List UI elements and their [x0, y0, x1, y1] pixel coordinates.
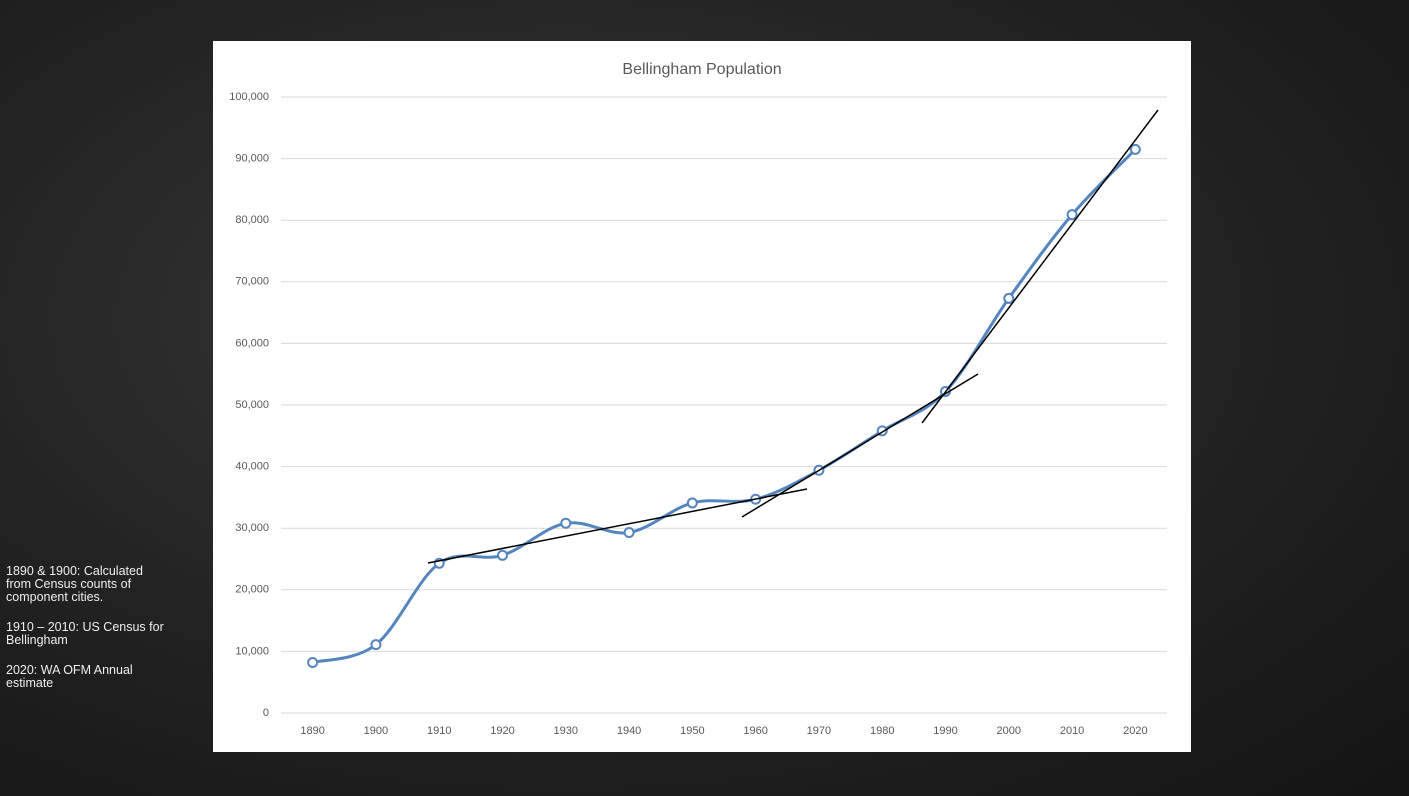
y-tick-label: 80,000: [235, 214, 269, 226]
note: 2020: WA OFM Annual estimate: [6, 663, 133, 690]
note: 1910 – 2010: US Census for Bellingham: [6, 620, 164, 647]
chart-title: Bellingham Population: [622, 61, 781, 78]
data-point: [1003, 292, 1015, 304]
trend-line: [741, 373, 979, 518]
note: 1890 & 1900: Calculated from Census coun…: [6, 564, 143, 604]
x-tick-label: 2000: [997, 725, 1021, 737]
x-tick-label: 1910: [427, 725, 451, 737]
y-tick-label: 70,000: [235, 276, 269, 288]
chart-panel: Bellingham Population 0 10,000 20,000 30,00…: [213, 41, 1191, 752]
x-tick-label: 1900: [364, 725, 388, 737]
data-point: [686, 497, 698, 509]
source-notes: 1890 & 1900: Calculated from Census coun…: [6, 565, 166, 707]
y-tick-label: 30,000: [235, 522, 269, 534]
series-line: [312, 148, 1137, 664]
data-point: [623, 527, 635, 539]
x-tick-label: 1950: [680, 725, 704, 737]
x-tick-label: 1940: [617, 725, 641, 737]
data-point: [1129, 143, 1141, 155]
x-tick-label: 2010: [1060, 725, 1084, 737]
x-tick-label: 1890: [300, 725, 324, 737]
y-tick-label: 100,000: [229, 91, 269, 103]
data-point: [370, 639, 382, 651]
y-tick-label: 10,000: [235, 645, 269, 657]
data-point: [1066, 209, 1078, 221]
y-tick-label: 60,000: [235, 337, 269, 349]
data-point: [560, 517, 572, 529]
chart: Bellingham Population 0 10,000 20,000 30,00…: [229, 61, 1167, 737]
data-point: [497, 549, 508, 561]
y-tick-label: 40,000: [235, 461, 269, 473]
x-tick-label: 1920: [490, 725, 514, 737]
trend-lines: [427, 109, 1159, 564]
x-tick-label: 1990: [933, 725, 957, 737]
y-tick-label: 50,000: [235, 399, 269, 411]
y-tick-label: 20,000: [235, 584, 269, 596]
y-tick-label: 90,000: [235, 153, 269, 165]
x-tick-label: 1980: [870, 725, 894, 737]
data-point: [307, 656, 319, 668]
x-tick-label: 1970: [807, 725, 831, 737]
x-tick-label: 1930: [554, 725, 578, 737]
trend-line: [427, 488, 808, 564]
x-tick-label: 1960: [743, 725, 767, 737]
trend-line: [921, 109, 1159, 424]
x-tick-label: 2020: [1123, 725, 1147, 737]
y-tick-label: 0: [263, 707, 269, 719]
